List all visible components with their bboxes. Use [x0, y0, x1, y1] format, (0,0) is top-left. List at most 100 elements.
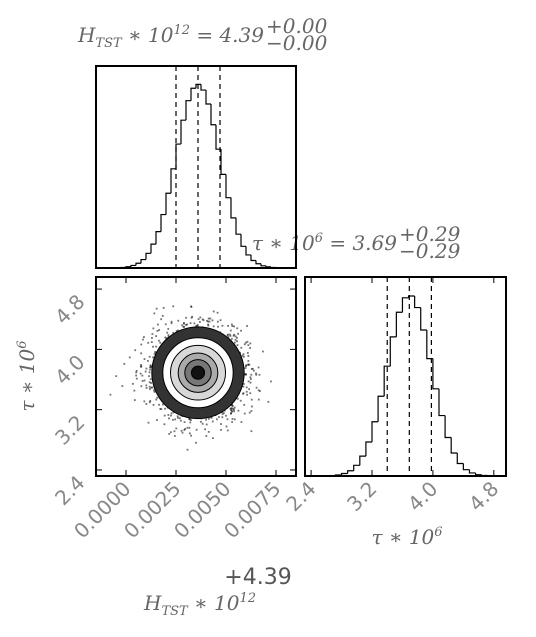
x-offset: +4.39: [224, 565, 291, 590]
sample-point: [205, 435, 208, 437]
sample-point: [164, 407, 166, 410]
sample-point: [259, 390, 261, 392]
sample-point: [250, 405, 253, 408]
sample-point: [262, 350, 264, 353]
label-part: ∗ 10: [15, 348, 39, 400]
histogram-step: [340, 472, 348, 475]
sample-point: [247, 363, 250, 366]
sample-point: [243, 403, 246, 406]
sample-point: [226, 334, 229, 337]
histogram-step: [145, 252, 151, 260]
sample-point: [150, 341, 153, 344]
sample-point: [200, 420, 202, 423]
sample-point: [244, 367, 247, 369]
sample-point: [232, 334, 235, 337]
sample-point: [190, 316, 193, 319]
x-label: τ ∗ 106: [371, 525, 442, 549]
sample-point: [247, 355, 250, 357]
sample-point: [248, 411, 251, 414]
sample-point: [217, 325, 219, 328]
sample-point: [173, 430, 176, 433]
title-part: = 3.69: [323, 231, 397, 255]
sample-point: [162, 403, 164, 406]
sample-point: [172, 305, 175, 308]
title-part: τ: [252, 231, 264, 255]
sample-point: [227, 336, 230, 338]
title-upper: +0.00: [266, 14, 328, 38]
histogram-step: [175, 143, 181, 169]
sample-point: [221, 413, 224, 415]
histogram-step: [383, 365, 391, 397]
label-part: 12: [239, 591, 256, 606]
sample-point: [240, 329, 242, 332]
histogram-step: [210, 104, 216, 126]
histogram-step: [371, 421, 379, 442]
sample-point: [255, 372, 257, 375]
sample-point: [246, 352, 249, 354]
sample-point: [188, 432, 191, 435]
sample-point: [149, 366, 151, 369]
x-tick-label: 3.2: [342, 477, 381, 516]
sample-point: [183, 421, 186, 424]
sample-point: [160, 408, 163, 410]
sample-point: [149, 364, 152, 367]
sample-point: [198, 321, 201, 323]
sample-point: [196, 324, 199, 327]
sample-point: [236, 336, 238, 339]
histogram-step: [135, 262, 141, 266]
sample-point: [170, 414, 172, 417]
sample-point: [226, 418, 229, 421]
sample-point: [190, 306, 193, 308]
sample-point: [186, 448, 189, 451]
sample-point: [142, 338, 144, 341]
sample-point: [183, 429, 186, 431]
sample-point: [149, 400, 152, 402]
sample-point: [159, 408, 162, 410]
title-part: 12: [173, 23, 190, 38]
sample-point: [145, 384, 148, 387]
histogram-step: [365, 441, 372, 457]
sample-point: [201, 422, 204, 425]
sample-point: [242, 392, 244, 395]
sample-point: [255, 386, 258, 389]
sample-point: [189, 322, 192, 325]
sample-point: [197, 318, 200, 321]
sample-point: [257, 366, 260, 369]
sample-point: [240, 421, 243, 423]
x-tick-label: 4.8: [464, 477, 503, 516]
sample-point: [158, 339, 160, 342]
sample-point: [249, 381, 252, 384]
sample-point: [141, 380, 144, 382]
sample-point: [174, 418, 177, 421]
sample-point: [172, 331, 175, 334]
label-part: 6: [15, 340, 30, 348]
sample-point: [148, 385, 151, 388]
sample-point: [247, 380, 250, 383]
sample-point: [143, 400, 146, 403]
sample-point: [231, 325, 234, 327]
sample-point: [147, 359, 149, 362]
sample-point: [143, 379, 146, 382]
sample-point: [184, 428, 187, 430]
sample-point: [233, 341, 236, 344]
sample-point: [230, 323, 233, 326]
sample-point: [140, 343, 143, 346]
frame: [304, 276, 507, 477]
histogram-step: [230, 197, 236, 219]
sample-point: [231, 404, 233, 407]
sample-point: [230, 337, 233, 340]
sample-point: [205, 423, 208, 426]
sample-point: [212, 325, 215, 328]
histogram-step: [426, 330, 433, 360]
sample-point: [168, 433, 171, 435]
sample-point: [158, 329, 161, 331]
sample-point: [246, 393, 249, 396]
histogram-step: [389, 336, 397, 367]
sample-point: [230, 409, 232, 412]
y-tick-label: 4.8: [50, 290, 89, 329]
sample-point: [231, 407, 234, 410]
sample-point: [153, 312, 156, 315]
sample-point: [236, 327, 239, 330]
sample-point: [252, 369, 255, 372]
histogram-step: [359, 455, 366, 466]
